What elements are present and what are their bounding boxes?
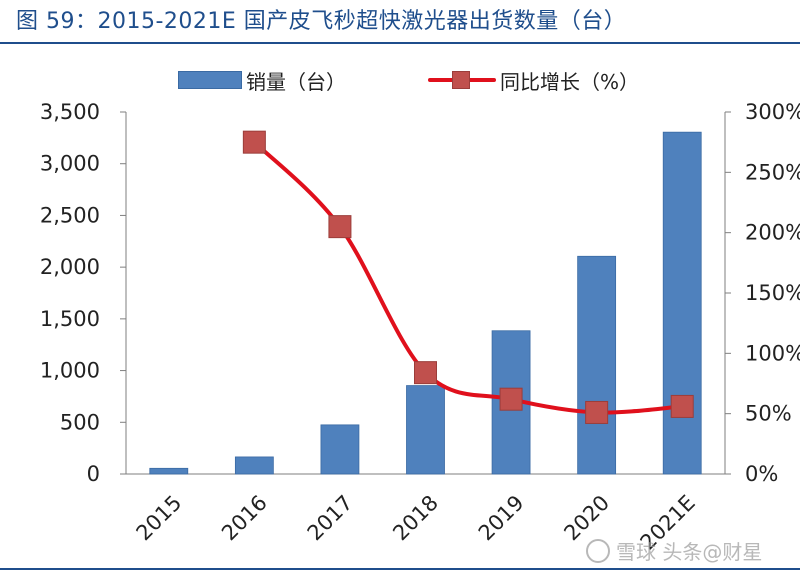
legend-label-growth: 同比增长（%） [500,69,640,94]
legend-item-growth: 同比增长（%） [428,66,639,94]
legend-swatch-bar [178,71,242,89]
growth-point-2020 [585,400,609,424]
bottom-divider [0,568,800,570]
watermark: 雪球 头条@财星 [586,536,762,565]
x-tick-label-2019: 2019 [474,491,529,546]
left-tick-label: 1,000 [40,359,100,383]
bar-2015 [149,467,189,475]
x-tick-label-2018: 2018 [388,491,443,546]
growth-line [252,140,685,415]
growth-point-2017 [328,215,352,239]
bar-2018 [406,385,445,475]
page-title: 图 59：2015-2021E 国产皮飞秒超快激光器出货数量（台） [16,9,627,34]
right-tick-label: 150% [745,281,800,305]
right-tick-label: 50% [745,402,792,426]
growth-point-2021E [670,394,694,418]
right-tick-label: 200% [745,221,800,245]
left-tick-label: 3,000 [40,152,100,176]
x-tick-label-2016: 2016 [217,491,272,546]
bar-2016 [234,456,274,475]
right-tick-label: 100% [745,341,800,365]
bar-2020 [577,255,617,475]
left-tick-label: 0 [87,462,100,486]
bar-2021E [662,131,702,475]
right-tick-label: 300% [745,100,800,124]
left-tick-label: 2,500 [40,203,100,227]
title-divider [0,42,800,44]
left-tick-label: 1,500 [40,307,100,331]
left-tick-label: 3,500 [40,100,100,124]
watermark-text: 雪球 头条@财星 [616,540,763,564]
left-tick-label: 2,000 [40,255,100,279]
x-tick-label-2015: 2015 [132,491,187,546]
legend-label-sales: 销量（台） [246,69,346,94]
legend-swatch-line [428,71,496,89]
snowball-logo-icon [586,538,610,563]
right-tick-label: 0% [745,462,778,486]
left-tick-label: 500 [60,410,100,434]
bar-2017 [320,424,360,475]
growth-point-2016 [242,130,266,154]
legend-item-sales: 销量（台） [178,66,346,94]
x-tick-label-2017: 2017 [303,491,358,546]
right-tick-label: 250% [745,160,800,184]
growth-point-2019 [499,387,523,411]
growth-point-2018 [414,361,437,385]
